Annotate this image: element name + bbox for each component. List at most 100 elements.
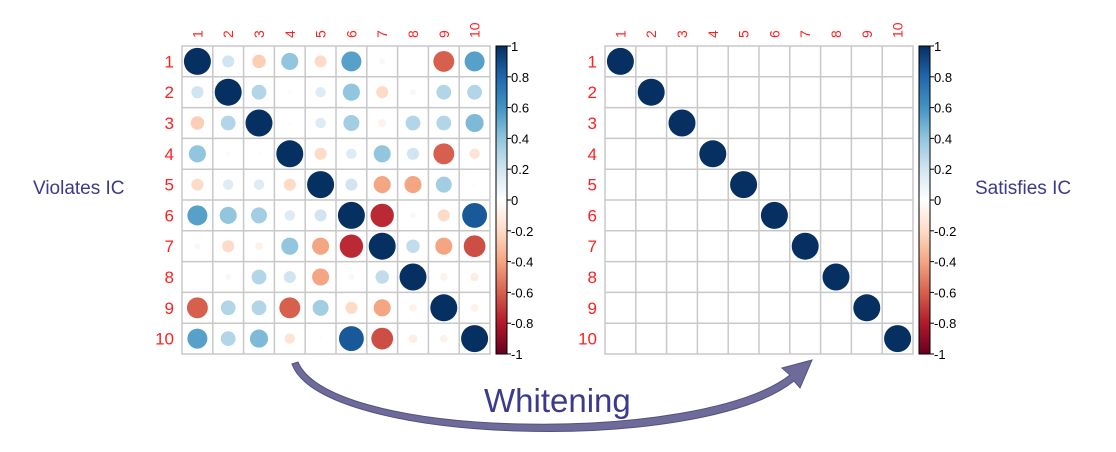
correlation-circle — [281, 52, 299, 70]
colorbar-tick-label: -1 — [934, 347, 946, 362]
correlation-circle — [430, 294, 458, 322]
column-label: 7 — [797, 30, 813, 38]
row-label: 3 — [588, 114, 597, 133]
correlation-circle — [314, 209, 327, 222]
correlation-circle — [730, 171, 758, 199]
correlation-circle — [461, 325, 489, 353]
correlation-circle — [245, 109, 273, 137]
row-label: 4 — [165, 145, 174, 164]
correlation-circle — [225, 273, 232, 281]
column-label: 5 — [313, 30, 329, 38]
correlation-circle — [312, 268, 330, 286]
correlation-circle — [249, 329, 269, 348]
correlation-circle — [760, 201, 788, 229]
correlation-circle — [433, 50, 455, 72]
correlation-circle — [379, 58, 386, 65]
correlation-circle — [371, 327, 394, 350]
correlation-circle — [345, 301, 358, 314]
correlation-circle — [606, 47, 634, 75]
correlation-circle — [404, 176, 422, 194]
column-label: 3 — [251, 30, 267, 38]
correlation-circle — [283, 270, 296, 284]
colorbar-tick-label: 0.2 — [511, 162, 529, 177]
column-label: 8 — [405, 30, 421, 38]
correlation-circle — [436, 115, 452, 131]
correlation-circle — [370, 203, 394, 228]
colorbar-tick-label: 0.4 — [934, 131, 952, 146]
correlation-circle — [409, 212, 417, 219]
row-label: 7 — [165, 237, 174, 256]
column-label: 10 — [890, 22, 906, 38]
correlation-circle — [437, 209, 450, 222]
violates-ic-label: Violates IC — [33, 178, 125, 199]
colorbar-tick-label: 0 — [934, 193, 941, 208]
row-label: 5 — [588, 176, 597, 195]
correlation-circle — [439, 334, 448, 343]
colorbar-tick-label: 0.6 — [511, 101, 529, 116]
correlation-circle — [464, 51, 485, 72]
correlation-circle — [284, 210, 296, 221]
correlation-circle — [433, 143, 455, 165]
row-label: 2 — [165, 83, 174, 102]
corrplot-violates: 1 2 3 4 5 6 7 8 9 10 1 2 3 4 5 6 7 8 9 10 1 0.8 0.6 0.4 0.2 0 -0.2… — [155, 22, 533, 362]
correlation-circle — [406, 239, 420, 253]
correlation-circle — [314, 147, 327, 160]
correlation-circle — [699, 140, 727, 168]
correlation-circle — [378, 119, 387, 127]
column-label: 1 — [612, 30, 628, 38]
colorbar-tick-label: -0.2 — [934, 224, 956, 239]
correlation-circle — [472, 182, 477, 187]
correlation-circle — [253, 179, 265, 190]
correlation-circle — [853, 294, 881, 322]
correlation-circle — [637, 78, 665, 106]
correlation-circle — [281, 237, 299, 255]
correlation-circle — [376, 86, 389, 99]
correlation-circle — [668, 109, 696, 137]
correlation-circle — [408, 334, 418, 343]
correlation-circle — [435, 176, 452, 193]
correlation-circle — [462, 202, 488, 228]
correlation-circle — [409, 303, 417, 312]
row-label: 4 — [588, 145, 597, 164]
correlation-circle — [312, 299, 329, 316]
correlation-circle — [251, 269, 267, 285]
correlation-circle — [251, 300, 267, 316]
row-label: 10 — [578, 330, 597, 349]
correlation-circle — [220, 115, 236, 131]
correlation-circle — [343, 115, 360, 131]
correlation-circle — [255, 242, 263, 251]
correlation-circle — [276, 140, 304, 168]
correlation-circle — [314, 55, 327, 68]
correlation-circle — [406, 147, 420, 160]
correlation-circle — [373, 145, 391, 163]
satisfies-ic-label: Satisfies IC — [975, 178, 1072, 199]
correlation-circle — [368, 232, 396, 260]
column-label: 8 — [828, 30, 844, 38]
correlation-circle — [225, 151, 231, 157]
colorbar-tick-label: -0.6 — [511, 285, 533, 300]
correlation-circle — [252, 54, 266, 69]
colorbar-tick-label: -0.6 — [934, 285, 956, 300]
whitening-label: Whitening — [484, 382, 631, 419]
colorbar — [918, 45, 931, 355]
correlation-circle — [287, 89, 293, 95]
colorbar-tick-label: 0.4 — [511, 131, 529, 146]
correlation-circle — [409, 89, 417, 96]
correlation-circle — [315, 117, 326, 129]
correlation-circle — [222, 179, 234, 190]
row-label: 8 — [588, 268, 597, 287]
correlation-circle — [191, 178, 204, 191]
column-label: 3 — [674, 30, 690, 38]
correlation-circle — [187, 205, 208, 226]
correlation-circle — [470, 272, 479, 282]
correlation-circle — [338, 326, 364, 352]
row-label: 9 — [165, 299, 174, 318]
correlation-circle — [284, 333, 296, 344]
correlation-circle — [279, 297, 301, 319]
correlation-circle — [467, 84, 482, 100]
correlation-circle — [345, 178, 358, 191]
column-label: 2 — [220, 30, 236, 38]
correlation-circle — [337, 201, 365, 229]
correlation-circle — [318, 336, 323, 341]
correlation-circle — [399, 263, 427, 291]
